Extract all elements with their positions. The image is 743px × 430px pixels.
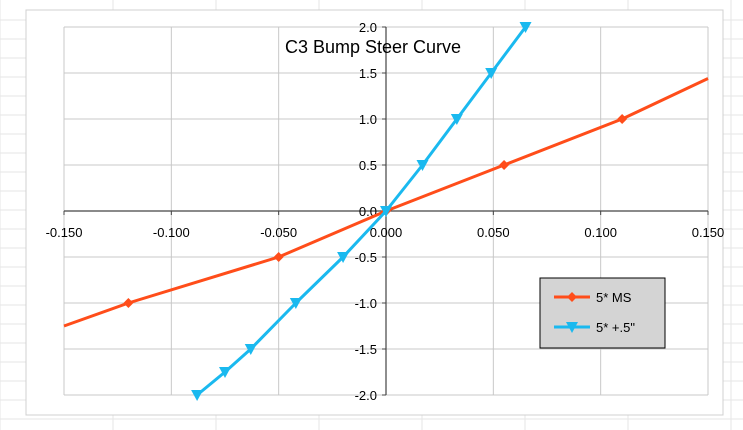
x-tick-label: 0.000 xyxy=(370,225,403,240)
series-line xyxy=(196,26,527,397)
x-tick-label: 0.100 xyxy=(584,225,617,240)
y-tick-label: 1.0 xyxy=(359,112,377,127)
data-point-triangle xyxy=(450,114,463,125)
y-tick-labels: 2.01.51.00.50.0-0.5-1.0-1.5-2.0 xyxy=(355,20,377,403)
data-point-diamond xyxy=(273,252,284,262)
data-point-triangle xyxy=(416,160,429,171)
legend-box xyxy=(539,277,666,349)
data-point-diamond xyxy=(567,292,577,302)
data-point-triangle xyxy=(519,22,532,33)
data-point-diamond xyxy=(123,298,134,308)
y-tick-label: -2.0 xyxy=(355,388,377,403)
data-point-triangle xyxy=(337,252,350,263)
legend: 5* MS 5* +.5" xyxy=(539,277,666,349)
y-tick-label: 1.5 xyxy=(359,66,377,81)
x-tick-label: -0.050 xyxy=(260,225,297,240)
x-tick-label: -0.150 xyxy=(46,225,83,240)
data-point-triangle xyxy=(289,298,302,309)
y-tick-label: 0.5 xyxy=(359,158,377,173)
data-point-triangle xyxy=(566,322,578,333)
y-tick-label: 2.0 xyxy=(359,20,377,35)
x-tick-label: 0.150 xyxy=(692,225,725,240)
legend-label: 5* +.5" xyxy=(596,320,635,335)
data-point-triangle xyxy=(219,367,231,378)
data-point-diamond xyxy=(617,114,628,124)
data-point-triangle xyxy=(485,68,498,79)
series-layer xyxy=(63,22,709,401)
x-tick-label: 0.050 xyxy=(477,225,510,240)
series-2 xyxy=(191,22,532,401)
legend-item: 5* MS xyxy=(554,290,632,305)
x-tick-labels: -0.150 -0.100 -0.050 0.000 0.050 0.100 0.150 xyxy=(46,225,725,240)
chart-title: C3 Bump Steer Curve xyxy=(285,37,461,57)
data-point-triangle xyxy=(380,206,392,217)
y-tick-label: -1.0 xyxy=(355,296,377,311)
data-point-triangle xyxy=(191,390,204,401)
y-tick-label: -1.5 xyxy=(355,342,377,357)
legend-item: 5* +.5" xyxy=(554,320,635,335)
legend-label: 5* MS xyxy=(596,290,632,305)
data-point-triangle xyxy=(244,344,257,355)
x-tick-label: -0.100 xyxy=(153,225,190,240)
data-point-diamond xyxy=(499,160,510,170)
y-tick-label: -0.5 xyxy=(355,250,377,265)
